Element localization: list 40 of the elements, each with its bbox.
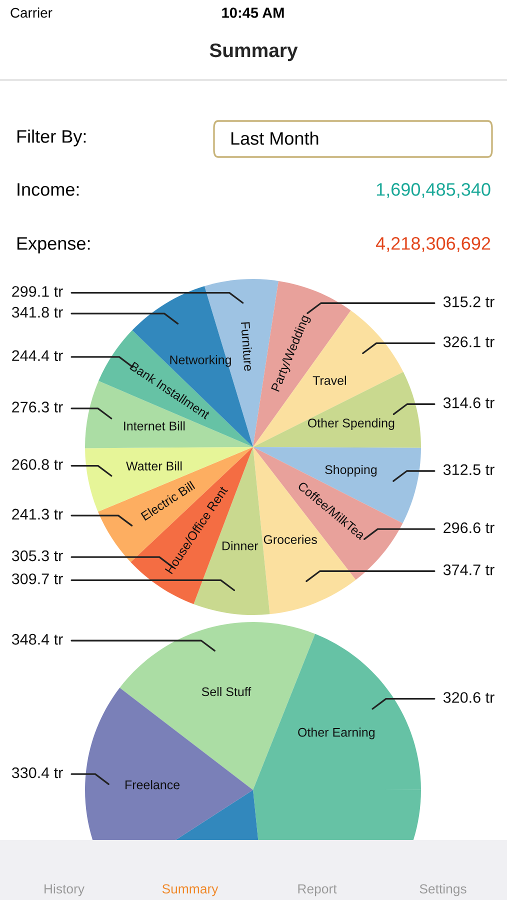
data-label: 326.1 tr (443, 336, 494, 348)
data-label: 312.5 tr (443, 464, 494, 476)
chart-title: Summary (210, 43, 298, 62)
slice-label: Furniture (240, 322, 254, 372)
data-label: 341.8 tr (12, 306, 63, 318)
data-label: 305.3 tr (12, 550, 63, 562)
data-label: 241.3 tr (12, 508, 63, 520)
text: History (44, 884, 84, 896)
text: Filter By: (17, 130, 86, 146)
text: Last Month (231, 132, 318, 145)
text: Summary (162, 884, 218, 896)
data-label: 276.3 tr (12, 402, 63, 413)
data-label: 309.7 tr (12, 573, 63, 584)
data-label: 299.1 tr (12, 286, 63, 297)
data-label: 348.4 tr (12, 634, 63, 645)
data-label: 330.4 tr (12, 767, 63, 778)
slice-label: Travel (312, 376, 346, 385)
text: Expense: (17, 237, 90, 254)
data-label: 315.2 tr (443, 296, 494, 308)
data-label: 314.6 tr (443, 397, 494, 408)
data-label: 320.6 tr (443, 692, 494, 703)
slice-label: Freelance (126, 780, 180, 790)
text: Report (298, 884, 337, 896)
slice-label: Shopping (325, 464, 377, 477)
text: 10:45 AM (222, 8, 284, 18)
text: 1,690,485,340 (376, 183, 490, 198)
slice-label: Watter Bill (126, 461, 182, 471)
slice-label: Other Earning (298, 728, 375, 740)
text: Income: (18, 183, 79, 196)
data-label: 296.6 tr (444, 522, 494, 534)
slice-label: Other Spending (308, 418, 394, 430)
data-label: 260.8 tr (12, 459, 63, 470)
slice-label: Sell Stuff (202, 686, 252, 696)
text: 4,218,306,692 (376, 237, 490, 252)
slice-label: Internet Bill (124, 421, 185, 430)
data-label: 244.4 tr (12, 350, 63, 362)
text: Settings (420, 884, 466, 896)
slice-label: Dinner (222, 541, 258, 550)
data-label: 374.7 tr (443, 564, 494, 576)
text: Carrier (10, 8, 52, 18)
